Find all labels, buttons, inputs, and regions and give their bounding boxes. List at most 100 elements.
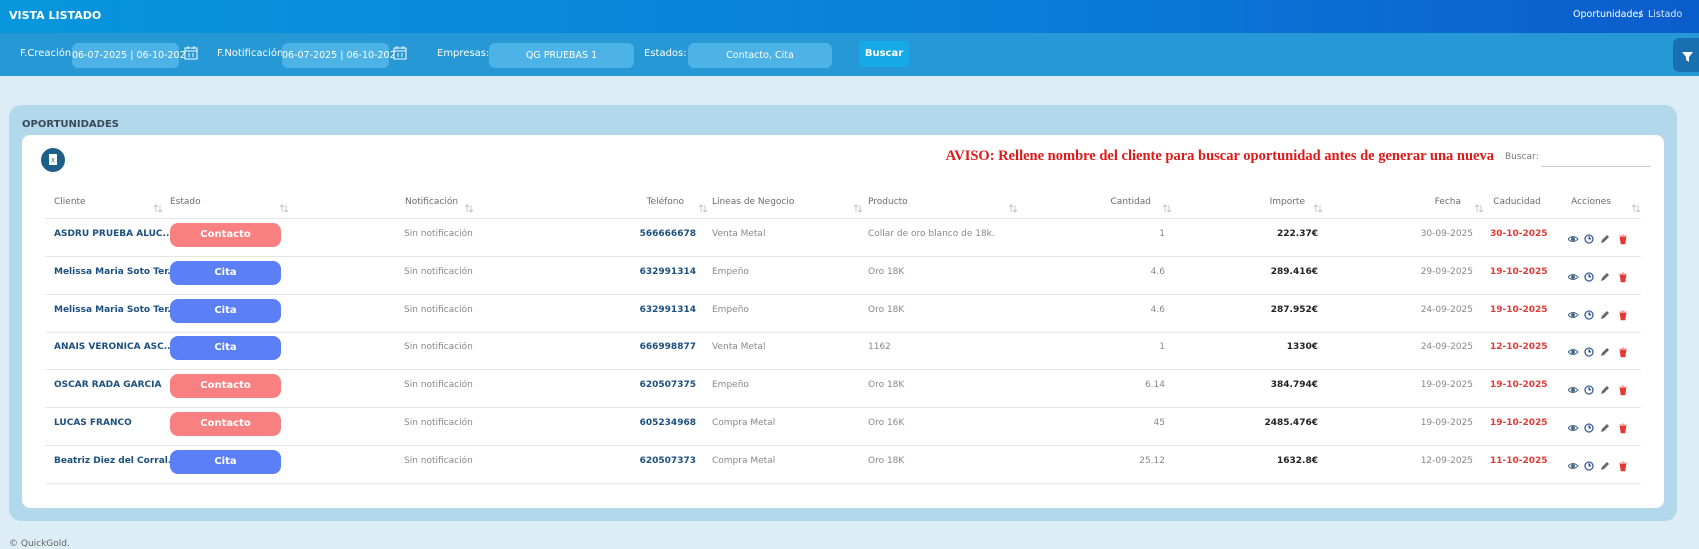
action-icon[interactable]	[1567, 381, 1579, 400]
amount: 289.416€	[1270, 266, 1318, 277]
action-icon[interactable]	[1618, 343, 1629, 362]
notice: AVISO: Rellene nombre del cliente para b…	[945, 148, 1494, 164]
action-icon[interactable]	[1600, 230, 1611, 249]
phone: 566666678	[639, 229, 696, 239]
sort-icon	[464, 198, 474, 217]
column-header[interactable]: Fecha	[1434, 197, 1461, 207]
excel-export[interactable]: X	[41, 148, 65, 172]
row-separator	[45, 256, 1641, 257]
phone: 605234968	[639, 418, 696, 428]
action-icon[interactable]	[1600, 381, 1611, 400]
breadcrumb-current: Listado	[1648, 9, 1683, 20]
date: 19-09-2025	[1420, 380, 1473, 391]
filter-label: Empresas:	[437, 48, 490, 59]
action-icon[interactable]	[1600, 268, 1611, 287]
action-icon[interactable]	[1567, 230, 1579, 249]
filter-input[interactable]: 06-07-2025 | 06-10-202	[282, 43, 396, 68]
notification: Sin notificación	[404, 229, 473, 239]
client[interactable]: ASDRU PRUEBA ALUC...	[54, 229, 173, 239]
status-badge: Cita	[170, 260, 281, 285]
top-bar	[0, 0, 1699, 33]
action-icon[interactable]	[1584, 306, 1595, 325]
action-icon[interactable]	[1618, 306, 1629, 325]
column-header[interactable]: Estado	[170, 197, 201, 207]
action-icon[interactable]	[1618, 268, 1629, 287]
filter-toggle[interactable]	[1673, 38, 1699, 72]
action-icon[interactable]	[1567, 268, 1579, 287]
client[interactable]: Beatriz Diez del Corral...	[54, 455, 179, 466]
filter-label: F.Notificación:	[217, 48, 287, 59]
notification: Sin notificación	[404, 304, 473, 315]
expiry: 19-10-2025	[1490, 266, 1548, 277]
action-icon[interactable]	[1618, 419, 1629, 438]
column-header[interactable]: Teléfono	[646, 197, 684, 207]
filter-label: Estados:	[644, 48, 687, 59]
notification: Sin notificación	[404, 380, 473, 391]
calendar-icon[interactable]	[184, 45, 198, 64]
client[interactable]: ANAIS VERONICA ASC...	[54, 342, 175, 353]
filter-input[interactable]: QG PRUEBAS 1	[489, 43, 634, 68]
svg-text:X: X	[51, 158, 55, 165]
action-icon[interactable]	[1618, 457, 1629, 476]
action-icon[interactable]	[1618, 381, 1629, 400]
product: Oro 16K	[868, 418, 905, 428]
phone: 620507375	[639, 380, 696, 391]
breadcrumb-link[interactable]: Oportunidades	[1573, 9, 1644, 20]
column-header[interactable]: Cantidad	[1110, 197, 1151, 207]
sort-icon	[1313, 198, 1323, 217]
client[interactable]: Melissa Maria Soto Ter...	[54, 304, 178, 315]
column-header[interactable]: Producto	[868, 197, 908, 207]
action-icon[interactable]	[1600, 457, 1611, 476]
column-header[interactable]: Importe	[1269, 197, 1305, 207]
action-icon[interactable]	[1584, 381, 1595, 400]
action-icon[interactable]	[1600, 306, 1611, 325]
filter-icon	[1682, 52, 1693, 62]
filter-input[interactable]: 06-07-2025 | 06-10-202	[72, 43, 186, 68]
quantity: 25.12	[1139, 455, 1165, 466]
search-label: Buscar:	[1505, 152, 1539, 162]
action-icon[interactable]	[1567, 419, 1579, 438]
client[interactable]: LUCAS FRANCO	[54, 418, 132, 428]
business-line: Empeño	[712, 380, 749, 391]
action-icon[interactable]	[1584, 230, 1595, 249]
business-line: Empeño	[712, 304, 749, 315]
expiry: 19-10-2025	[1490, 418, 1548, 428]
status-badge: Contacto	[170, 412, 281, 436]
filter-label: F.Creación:	[20, 48, 75, 59]
client[interactable]: Melissa Maria Soto Ter...	[54, 266, 178, 277]
column-header[interactable]: Lineas de Negocio	[712, 197, 795, 207]
sort-icon	[153, 198, 163, 217]
status-badge: Contacto	[170, 374, 281, 399]
column-header[interactable]: Acciones	[1571, 197, 1611, 207]
sort-icon	[1474, 198, 1484, 217]
notification: Sin notificación	[404, 266, 473, 277]
amount: 1330€	[1286, 342, 1318, 353]
action-icon[interactable]	[1600, 419, 1611, 438]
action-icon[interactable]	[1584, 343, 1595, 362]
filter-input[interactable]: Contacto, Cita	[688, 43, 832, 68]
action-icon[interactable]	[1584, 268, 1595, 287]
row-separator	[45, 407, 1641, 409]
calendar-icon[interactable]	[393, 45, 407, 64]
search-button[interactable]: Buscar	[859, 41, 909, 67]
column-header[interactable]: Cliente	[54, 197, 86, 207]
status-badge: Cita	[170, 336, 281, 361]
action-icon[interactable]	[1618, 230, 1629, 249]
action-icon[interactable]	[1567, 306, 1579, 325]
column-header[interactable]: Notificación	[405, 197, 459, 207]
action-icon[interactable]	[1567, 343, 1579, 362]
client[interactable]: OSCAR RADA GARCIA	[54, 380, 162, 391]
status-badge: Cita	[170, 298, 281, 323]
action-icon[interactable]	[1584, 419, 1595, 438]
row-separator	[45, 482, 1641, 484]
column-header[interactable]: Caducidad	[1493, 197, 1541, 207]
row-separator	[45, 331, 1641, 333]
business-line: Compra Metal	[712, 418, 776, 428]
action-icon[interactable]	[1567, 457, 1579, 476]
sort-icon	[1008, 198, 1018, 217]
phone: 632991314	[639, 266, 696, 277]
action-icon[interactable]	[1584, 457, 1595, 476]
quantity: 1	[1159, 342, 1165, 353]
search-input[interactable]	[1541, 166, 1651, 167]
action-icon[interactable]	[1600, 343, 1611, 362]
